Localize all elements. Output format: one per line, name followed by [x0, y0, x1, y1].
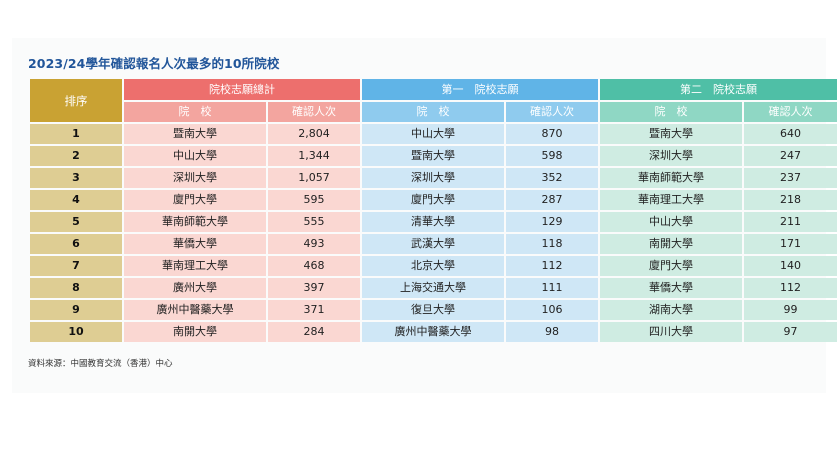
first-count-header: 確認人次 [506, 102, 598, 122]
first-school-cell: 暨南大學 [362, 146, 504, 166]
rank-cell: 2 [30, 146, 122, 166]
total-school-cell: 廈門大學 [124, 190, 266, 210]
total-school-cell: 深圳大學 [124, 168, 266, 188]
total-school-cell: 中山大學 [124, 146, 266, 166]
rank-header: 排序 [30, 79, 122, 122]
first-school-header: 院 校 [362, 102, 504, 122]
source-note: 資料來源：中國教育交流（香港）中心 [28, 359, 173, 369]
table-row: 1 暨南大學 2,804 中山大學 870 暨南大學 640 [30, 124, 837, 144]
second-count-cell: 237 [744, 168, 837, 188]
table-row: 3 深圳大學 1,057 深圳大學 352 華南師範大學 237 [30, 168, 837, 188]
second-count-cell: 171 [744, 234, 837, 254]
total-school-cell: 華僑大學 [124, 234, 266, 254]
first-school-cell: 清華大學 [362, 212, 504, 232]
total-count-cell: 555 [268, 212, 360, 232]
total-school-cell: 南開大學 [124, 322, 266, 342]
table-row: 6 華僑大學 493 武漢大學 118 南開大學 171 [30, 234, 837, 254]
ranking-table: 排序 院校志願總計 第一 院校志願 第二 院校志願 院 校 確認人次 院 校 確… [28, 77, 838, 344]
first-count-cell: 106 [506, 300, 598, 320]
table-row: 9 廣州中醫藥大學 371 復旦大學 106 湖南大學 99 [30, 300, 837, 320]
total-school-cell: 廣州中醫藥大學 [124, 300, 266, 320]
first-school-cell: 中山大學 [362, 124, 504, 144]
table-row: 8 廣州大學 397 上海交通大學 111 華僑大學 112 [30, 278, 837, 298]
table-title: 2023/24學年確認報名人次最多的10所院校 [28, 56, 280, 71]
table-row: 7 華南理工大學 468 北京大學 112 廈門大學 140 [30, 256, 837, 276]
group-second-header: 第二 院校志願 [600, 79, 837, 100]
total-count-cell: 2,804 [268, 124, 360, 144]
total-school-cell: 廣州大學 [124, 278, 266, 298]
rank-cell: 9 [30, 300, 122, 320]
first-count-cell: 352 [506, 168, 598, 188]
table-row: 5 華南師範大學 555 清華大學 129 中山大學 211 [30, 212, 837, 232]
total-school-cell: 華南師範大學 [124, 212, 266, 232]
group-header-row: 排序 院校志願總計 第一 院校志願 第二 院校志願 [30, 79, 837, 122]
second-count-cell: 211 [744, 212, 837, 232]
first-school-cell: 廈門大學 [362, 190, 504, 210]
first-school-cell: 復旦大學 [362, 300, 504, 320]
second-school-cell: 廈門大學 [600, 256, 742, 276]
first-school-cell: 廣州中醫藥大學 [362, 322, 504, 342]
second-school-cell: 暨南大學 [600, 124, 742, 144]
table-row: 4 廈門大學 595 廈門大學 287 華南理工大學 218 [30, 190, 837, 210]
first-school-cell: 北京大學 [362, 256, 504, 276]
second-school-header: 院 校 [600, 102, 742, 122]
table-row: 2 中山大學 1,344 暨南大學 598 深圳大學 247 [30, 146, 837, 166]
first-count-cell: 598 [506, 146, 598, 166]
first-count-cell: 870 [506, 124, 598, 144]
total-school-cell: 暨南大學 [124, 124, 266, 144]
total-count-cell: 1,057 [268, 168, 360, 188]
first-count-cell: 112 [506, 256, 598, 276]
first-school-cell: 武漢大學 [362, 234, 504, 254]
rank-cell: 6 [30, 234, 122, 254]
second-school-cell: 四川大學 [600, 322, 742, 342]
total-count-cell: 468 [268, 256, 360, 276]
rank-cell: 1 [30, 124, 122, 144]
total-school-cell: 華南理工大學 [124, 256, 266, 276]
rank-cell: 8 [30, 278, 122, 298]
rank-cell: 5 [30, 212, 122, 232]
rank-cell: 10 [30, 322, 122, 342]
sub-header-row: 院 校 確認人次 院 校 確認人次 院 校 確認人次 [30, 102, 837, 122]
second-count-cell: 112 [744, 278, 837, 298]
first-school-cell: 上海交通大學 [362, 278, 504, 298]
first-count-cell: 287 [506, 190, 598, 210]
second-count-cell: 99 [744, 300, 837, 320]
first-count-cell: 129 [506, 212, 598, 232]
total-school-header: 院 校 [124, 102, 266, 122]
first-count-cell: 98 [506, 322, 598, 342]
total-count-cell: 371 [268, 300, 360, 320]
second-school-cell: 中山大學 [600, 212, 742, 232]
second-school-cell: 湖南大學 [600, 300, 742, 320]
group-total-header: 院校志願總計 [124, 79, 360, 100]
total-count-header: 確認人次 [268, 102, 360, 122]
rank-cell: 7 [30, 256, 122, 276]
second-school-cell: 華僑大學 [600, 278, 742, 298]
total-count-cell: 1,344 [268, 146, 360, 166]
first-count-cell: 111 [506, 278, 598, 298]
table-row: 10 南開大學 284 廣州中醫藥大學 98 四川大學 97 [30, 322, 837, 342]
second-school-cell: 華南理工大學 [600, 190, 742, 210]
total-count-cell: 493 [268, 234, 360, 254]
total-count-cell: 284 [268, 322, 360, 342]
second-count-header: 確認人次 [744, 102, 837, 122]
rank-cell: 4 [30, 190, 122, 210]
total-count-cell: 595 [268, 190, 360, 210]
second-count-cell: 640 [744, 124, 837, 144]
first-count-cell: 118 [506, 234, 598, 254]
second-school-cell: 深圳大學 [600, 146, 742, 166]
first-school-cell: 深圳大學 [362, 168, 504, 188]
rank-cell: 3 [30, 168, 122, 188]
second-count-cell: 218 [744, 190, 837, 210]
total-count-cell: 397 [268, 278, 360, 298]
group-first-header: 第一 院校志願 [362, 79, 598, 100]
second-school-cell: 華南師範大學 [600, 168, 742, 188]
second-count-cell: 97 [744, 322, 837, 342]
second-count-cell: 140 [744, 256, 837, 276]
second-school-cell: 南開大學 [600, 234, 742, 254]
second-count-cell: 247 [744, 146, 837, 166]
